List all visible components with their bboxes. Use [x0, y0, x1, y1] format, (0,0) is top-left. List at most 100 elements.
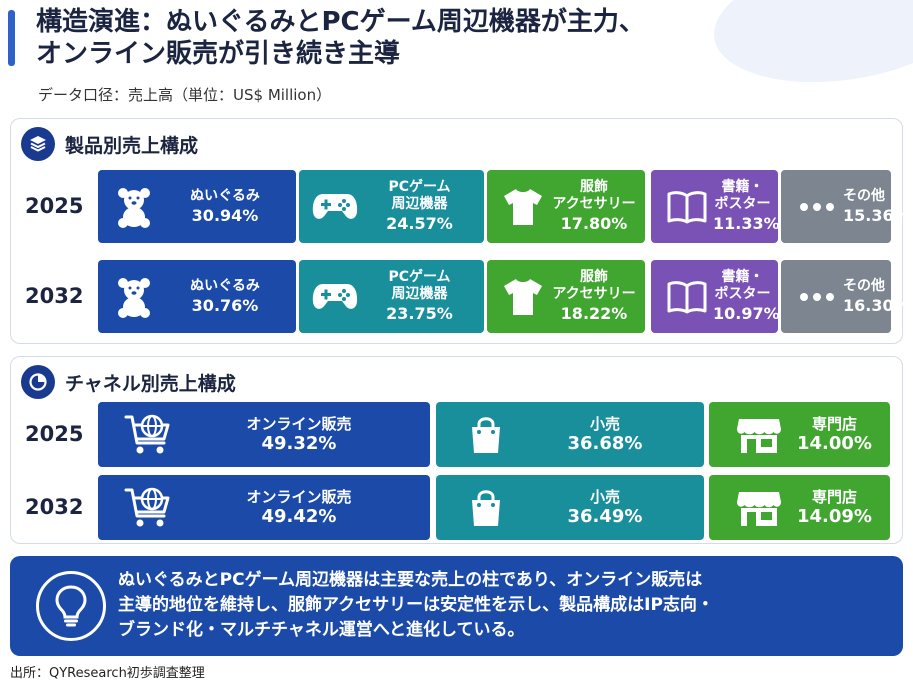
- product-share-value: 15.36%: [843, 205, 910, 225]
- shopping-cart-globe-icon: [120, 402, 176, 467]
- book-icon: [661, 260, 713, 333]
- product-name: その他: [843, 187, 885, 204]
- product-share-card: 服飾 アクセサリー 18.22%: [487, 260, 645, 333]
- product-name: その他: [843, 277, 885, 294]
- channel-name: 専門店: [811, 414, 857, 433]
- summary-line-1: ぬいぐるみとPCゲーム周辺機器は主要な売上の柱であり、オンライン販売は: [118, 570, 703, 590]
- channel-year-label: 2032: [25, 495, 84, 519]
- product-share-card: ぬいぐるみ 30.94%: [98, 170, 296, 243]
- product-share-card: 書籍・ ポスター 10.97%: [651, 260, 780, 333]
- title-line-2: オンライン販売が引き続き主導: [36, 39, 401, 69]
- tshirt-icon: [497, 170, 549, 243]
- product-share-value: 30.76%: [191, 295, 259, 315]
- lightbulb-icon: [36, 571, 106, 641]
- channel-share-card: 小売 36.49%: [436, 475, 704, 540]
- product-card-text: ぬいぐるみ 30.94%: [160, 188, 290, 226]
- teddy-bear-icon: [108, 260, 160, 333]
- product-share-value: 17.80%: [560, 214, 628, 233]
- gamepad-icon: [309, 260, 361, 333]
- product-share-value: 18.22%: [560, 304, 628, 323]
- page-title: 構造演進：ぬいぐるみとPCゲーム周辺機器が主力、 オンライン販売が引き続き主導: [36, 6, 836, 70]
- channel-section-title: チャネル別売上構成: [65, 372, 236, 395]
- product-name: アクセサリー: [552, 286, 636, 302]
- summary-line-3: ブランド化・マルチチャネル運営へと進化している。: [118, 620, 525, 640]
- title-accent-bar: [8, 10, 15, 66]
- product-card-text: PCゲーム 周辺機器 24.57%: [361, 179, 478, 234]
- shopping-bag-icon: [458, 402, 514, 467]
- product-card-text: 服飾 アクセサリー 17.80%: [549, 179, 639, 234]
- more-dots-icon: [791, 260, 843, 333]
- shopping-bag-icon: [458, 475, 514, 540]
- gamepad-icon: [309, 170, 361, 243]
- channel-share-value: 49.42%: [261, 505, 337, 527]
- product-name: アクセサリー: [552, 196, 636, 212]
- product-share-value: 10.97%: [713, 304, 780, 323]
- product-card-text: ぬいぐるみ 30.76%: [160, 278, 290, 316]
- storefront-icon: [731, 402, 787, 467]
- product-breakdown-panel: 製品別売上構成 2025 ぬいぐるみ 30.94% PCゲーム 周辺機器 24.57% 服飾…: [10, 118, 910, 344]
- channel-card-text: 小売 36.49%: [516, 488, 694, 527]
- product-name: 書籍・: [721, 179, 764, 195]
- channel-share-value: 36.68%: [567, 432, 643, 454]
- channel-year-label: 2025: [25, 422, 84, 446]
- product-year-label: 2025: [25, 194, 84, 218]
- product-share-value: 23.75%: [386, 304, 453, 323]
- more-dots-icon: [791, 170, 843, 243]
- product-share-value: 16.30%: [843, 295, 910, 315]
- pie-chart-icon: [21, 365, 55, 399]
- product-share-card: その他 15.36%: [781, 170, 910, 243]
- channel-share-card: オンライン販売 49.32%: [98, 402, 430, 467]
- product-name: 服飾: [580, 269, 608, 285]
- channel-share-value: 49.32%: [261, 432, 337, 454]
- product-share-value: 11.33%: [713, 214, 780, 233]
- product-share-card: 書籍・ ポスター 11.33%: [651, 170, 780, 243]
- channel-share-card: オンライン販売 49.42%: [98, 475, 430, 540]
- product-share-card: PCゲーム 周辺機器 24.57%: [299, 170, 484, 243]
- product-card-text: その他 15.36%: [843, 187, 910, 226]
- tshirt-icon: [497, 260, 549, 333]
- product-share-value: 30.94%: [191, 205, 259, 225]
- product-card-text: 書籍・ ポスター 10.97%: [713, 269, 780, 324]
- channel-name: オンライン販売: [246, 414, 352, 433]
- product-name: PCゲーム: [388, 179, 451, 195]
- product-share-value: 24.57%: [386, 214, 453, 233]
- layers-icon: [21, 127, 55, 161]
- product-card-text: その他 16.30%: [843, 277, 910, 316]
- product-share-card: PCゲーム 周辺機器 23.75%: [299, 260, 484, 333]
- channel-card-text: オンライン販売 49.32%: [178, 414, 420, 454]
- channel-share-card: 専門店 14.00%: [709, 402, 890, 467]
- channel-card-text: 小売 36.68%: [516, 415, 694, 454]
- product-card-text: PCゲーム 周辺機器 23.75%: [361, 269, 478, 324]
- channel-name: オンライン販売: [246, 487, 352, 506]
- book-icon: [661, 170, 713, 243]
- shopping-cart-globe-icon: [120, 475, 176, 540]
- product-name: 書籍・: [721, 269, 764, 285]
- product-card-text: 書籍・ ポスター 11.33%: [713, 179, 780, 234]
- summary-box: ぬいぐるみとPCゲーム周辺機器は主要な売上の柱であり、オンライン販売は 主導的地…: [10, 556, 903, 656]
- channel-share-card: 小売 36.68%: [436, 402, 704, 467]
- channel-card-text: 専門店 14.00%: [789, 414, 880, 454]
- product-panel-header: 製品別売上構成: [21, 127, 198, 161]
- product-name: 周辺機器: [391, 196, 448, 212]
- product-name: ぬいぐるみ: [190, 187, 260, 204]
- product-share-card: その他 16.30%: [781, 260, 910, 333]
- teddy-bear-icon: [108, 170, 160, 243]
- channel-breakdown-panel: チャネル別売上構成 2025 オンライン販売 49.32% 小売 36.68% 専門店 14…: [10, 356, 903, 544]
- channel-panel-header: チャネル別売上構成: [21, 365, 236, 399]
- source-note: 出所：QYResearch初歩調査整理: [10, 666, 205, 681]
- product-name: PCゲーム: [388, 269, 451, 285]
- title-line-1: 構造演進：ぬいぐるみとPCゲーム周辺機器が主力、: [36, 7, 645, 37]
- channel-share-value: 36.49%: [567, 505, 643, 527]
- channel-share-card: 専門店 14.09%: [709, 475, 890, 540]
- channel-share-value: 14.00%: [797, 432, 872, 454]
- data-basis-note: データ口径：売上高（単位：US$ Million）: [38, 86, 332, 104]
- product-name: 周辺機器: [391, 286, 448, 302]
- summary-text: ぬいぐるみとPCゲーム周辺機器は主要な売上の柱であり、オンライン販売は 主導的地…: [118, 568, 888, 643]
- product-name: ぬいぐるみ: [190, 277, 260, 294]
- product-share-card: ぬいぐるみ 30.76%: [98, 260, 296, 333]
- product-section-title: 製品別売上構成: [65, 134, 199, 157]
- product-card-text: 服飾 アクセサリー 18.22%: [549, 269, 639, 324]
- product-name: ポスター: [714, 196, 771, 212]
- product-name: ポスター: [714, 286, 771, 302]
- summary-line-2: 主導的地位を維持し、服飾アクセサリーは安定性を示し、製品構成はIP志向・: [118, 595, 714, 615]
